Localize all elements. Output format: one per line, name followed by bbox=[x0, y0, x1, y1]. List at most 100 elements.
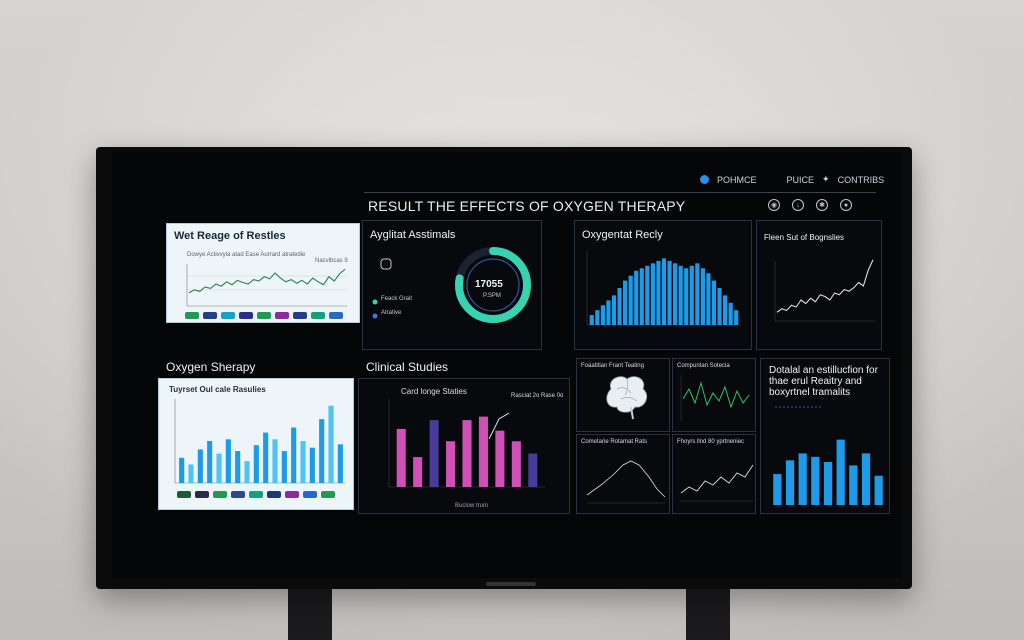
tv-screen: RESULT THE EFFECTS OF OXYGEN THERAPY POH… bbox=[112, 152, 902, 578]
panel-oxygen-rate[interactable]: Oxygentat Recly bbox=[574, 220, 752, 350]
settings-icon[interactable]: ✱ bbox=[816, 199, 828, 211]
panel-title: Fleen Sut of Bognslies bbox=[764, 233, 845, 242]
oxygen-rate-bar-11 bbox=[650, 263, 655, 325]
oxygen-sherapy-bar-9 bbox=[263, 432, 269, 483]
oxygen-sherapy-bar-12 bbox=[291, 427, 297, 483]
panel-title: Dotalal an estillucfion for thae erul Re… bbox=[769, 365, 878, 398]
oxygen-rate-bar-23 bbox=[717, 288, 722, 325]
panel-wet-range[interactable]: Wet Reage of Restles Dowye Activvyla ata… bbox=[166, 223, 360, 323]
donut-center-value: 17055 bbox=[475, 279, 503, 290]
panel-oxygen-sherapy[interactable]: Tuyrset Oul cale Rasulies bbox=[158, 378, 354, 510]
oxygen-rate-bar-2 bbox=[600, 305, 605, 325]
clinical-bar-4 bbox=[462, 420, 472, 487]
panel-title: Wet Reage of Restles bbox=[174, 230, 286, 242]
oxygen-rate-bar-9 bbox=[639, 268, 644, 325]
clinical-bar-3 bbox=[446, 441, 456, 487]
panel-bell[interactable]: Cometarie Rotamat Rats bbox=[576, 434, 670, 514]
oxygen-rate-bar-6 bbox=[623, 280, 628, 325]
oxygen-rate-bar-21 bbox=[706, 273, 711, 325]
oxygen-sherapy-bar-11 bbox=[281, 451, 287, 483]
oxygen-sherapy-bar-14 bbox=[309, 447, 315, 483]
oxygen-rate-bar-25 bbox=[728, 302, 733, 325]
detailed-bar-2 bbox=[798, 453, 807, 505]
detailed-bar-4 bbox=[823, 462, 833, 505]
trend-line-chart bbox=[679, 464, 754, 502]
panel-analysis[interactable]: Ayglitat Asstimals Feack Grait Atrative … bbox=[362, 220, 542, 350]
panel-title: Ayglitat Asstimals bbox=[370, 229, 456, 241]
panel-title: Fhoyrs llnd 80 yprtneniec bbox=[677, 439, 745, 445]
oxygen-rate-bar-10 bbox=[645, 265, 650, 325]
panel-brain[interactable]: Foaatitian Frant Teating bbox=[576, 358, 670, 432]
clinical-bar-2 bbox=[429, 420, 439, 487]
oxygen-rate-bar-22 bbox=[711, 280, 717, 325]
oxygen-rate-bar-1 bbox=[595, 310, 600, 325]
analysis-donut-chart bbox=[372, 247, 531, 323]
oxygen-rate-bar-20 bbox=[700, 268, 705, 325]
oxygen-rate-bar-7 bbox=[628, 275, 633, 325]
time-series-line-chart bbox=[774, 259, 875, 322]
detailed-bar-5 bbox=[836, 439, 845, 505]
top-nav: POHMCE PUICE ✦ CONTRIBS bbox=[700, 174, 884, 185]
oxygen-rate-bar-4 bbox=[611, 295, 617, 325]
panel-title: Oxygentat Recly bbox=[582, 229, 663, 241]
oxygen-sherapy-bar-5 bbox=[225, 439, 231, 483]
panel-waves[interactable]: Compuntan Sotecia bbox=[672, 358, 756, 432]
status-dot-icon bbox=[700, 175, 709, 184]
panel-time-series[interactable]: Fleen Sut of Bognslies bbox=[756, 220, 882, 350]
panel-title: Foaatitian Frant Teating bbox=[581, 363, 644, 369]
panel-clinical-studies[interactable]: Card longe Staties Rasciat 2o Rase 0o Bu… bbox=[358, 378, 570, 514]
clinical-studies-bar-chart bbox=[388, 399, 545, 488]
dashboard-title: RESULT THE EFFECTS OF OXYGEN THERAPY bbox=[368, 198, 686, 214]
oxygen-sherapy-bar-17 bbox=[337, 444, 343, 483]
panel-detailed[interactable]: Dotalal an estillucfion for thae erul Re… bbox=[760, 358, 890, 514]
oxygen-sherapy-bar-0 bbox=[179, 457, 185, 483]
oxygen-sherapy-bar-13 bbox=[300, 441, 306, 483]
oxygen-rate-bar-19 bbox=[695, 263, 700, 325]
chart-annotation: Rasciat 2o Rase 0o bbox=[511, 393, 564, 399]
oxygen-rate-bar-14 bbox=[667, 260, 672, 325]
stand-leg-right bbox=[686, 586, 730, 640]
oxygen-sherapy-bar-8 bbox=[253, 445, 259, 483]
oxygen-rate-bar-12 bbox=[656, 260, 661, 325]
detailed-bar-chart bbox=[773, 406, 883, 505]
oxygen-sherapy-bar-15 bbox=[319, 419, 325, 483]
donut-center-sub: P.SPM bbox=[483, 293, 501, 299]
wet-range-legend bbox=[185, 312, 343, 319]
panel-header-right: Nacvibcas 9 bbox=[315, 258, 348, 264]
oxygen-sherapy-bar-6 bbox=[235, 451, 241, 483]
oxygen-rate-bar-17 bbox=[684, 268, 689, 325]
panel-trend[interactable]: Fhoyrs llnd 80 yprtneniec bbox=[672, 434, 756, 514]
oxygen-sherapy-bar-16 bbox=[328, 405, 334, 483]
oxygen-rate-bar-24 bbox=[723, 295, 728, 325]
download-icon[interactable]: ↓ bbox=[792, 199, 804, 211]
oxygen-rate-bar-chart bbox=[586, 251, 741, 326]
oxygen-sherapy-bar-2 bbox=[197, 449, 203, 483]
nav-separator: ✦ bbox=[822, 174, 830, 184]
detailed-bar-8 bbox=[874, 475, 883, 505]
panel-subtitle: Tuyrset Oul cale Rasulies bbox=[169, 385, 266, 394]
oxygen-rate-bar-3 bbox=[606, 300, 611, 325]
clinical-bar-5 bbox=[478, 416, 488, 487]
clinical-bar-8 bbox=[528, 453, 538, 487]
oxygen-rate-bar-15 bbox=[673, 263, 678, 325]
oxygen-rate-bar-0 bbox=[589, 315, 594, 325]
oxygen-sherapy-bar-4 bbox=[216, 453, 222, 483]
wet-range-series-line bbox=[188, 268, 346, 294]
clinical-bar-0 bbox=[396, 428, 406, 487]
section-title-clinical: Clinical Studies bbox=[366, 360, 449, 374]
nav-item-2[interactable]: PUICE bbox=[786, 174, 815, 185]
oxygen-sherapy-bar-chart bbox=[174, 399, 345, 484]
oxygen-rate-bar-5 bbox=[617, 288, 622, 325]
wet-range-line-chart bbox=[186, 264, 347, 307]
panel-title: Cometarie Rotamat Rats bbox=[581, 439, 648, 445]
share-icon[interactable]: ◉ bbox=[768, 199, 780, 211]
nav-item-3[interactable]: CONTRIBS bbox=[837, 174, 885, 185]
profile-icon[interactable]: ● bbox=[840, 199, 852, 211]
nav-item-1[interactable]: POHMCE bbox=[717, 174, 757, 185]
section-title-oxygen-sherapy: Oxygen Sherapy bbox=[166, 360, 256, 374]
oxygen-sherapy-bar-10 bbox=[272, 439, 278, 483]
x-axis-label: Buclow trum bbox=[455, 503, 489, 509]
oxygen-rate-bar-8 bbox=[634, 270, 639, 325]
oxygen-rate-bar-13 bbox=[661, 258, 667, 325]
legend-item-1: Feack Grait bbox=[381, 296, 413, 302]
